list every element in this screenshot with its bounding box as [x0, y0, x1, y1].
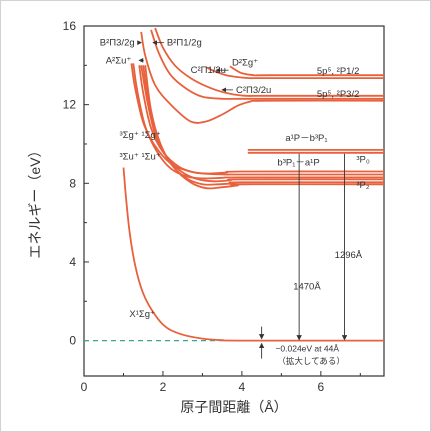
label-ground-note-sub: （拡大してある） [277, 356, 345, 366]
label-3Su-1Su: ³Σu⁺ ¹Σu⁺ [120, 152, 161, 163]
label-B-3-2g: B²Π3/2g [100, 38, 135, 49]
label-a1P-b3P1: a¹P－b³P₁ [285, 133, 327, 144]
x-tick-label: 6 [317, 380, 324, 394]
label-ground-note: −0.024eV at 44Å [275, 343, 339, 353]
plot-area-border [83, 25, 385, 377]
label-1470A: 1470Å [293, 281, 321, 292]
label-3P2: ³P₂ [356, 180, 370, 191]
label-A-u-: A²Σu⁺ [106, 55, 132, 66]
label-X1Sg: X¹Σg⁺ [129, 309, 155, 320]
label-5p5-2P3-2: 5p⁵, ²P3/2 [317, 89, 360, 100]
x-tick-label: 2 [160, 380, 167, 394]
label-C-3-2u: C²Π3/2u [236, 85, 271, 96]
curve-B-3-2g [140, 31, 385, 124]
curve--u- [138, 65, 385, 175]
y-tick-label: 4 [69, 255, 76, 269]
label-3Sg-1Sg: ³Σg⁺ ¹Σg⁺ [120, 130, 161, 141]
y-tick-label: 0 [69, 334, 76, 348]
label-3P0: ³P₀ [356, 155, 370, 166]
label-b3P1-a1P: b³P₁－a¹P [277, 158, 319, 169]
label-D-g-: D²Σg⁺ [232, 57, 258, 68]
label-1296A: 1296Å [335, 250, 363, 261]
x-axis-label: 原子間距離（Å） [180, 399, 287, 415]
label-B-1-2g: B²Π1/2g [167, 38, 202, 49]
y-tick-label: 12 [63, 98, 77, 112]
curve-B-1-2g [150, 29, 384, 100]
curve-C-1-2u [206, 66, 384, 80]
y-tick-label: 8 [69, 176, 76, 190]
label-C-1-2u: C²Π1/2u [191, 65, 226, 76]
curve--g- [140, 65, 385, 183]
x-tick-label: 0 [81, 380, 88, 394]
x-tick-label: 4 [239, 380, 246, 394]
curve-C-3-2u [154, 27, 384, 97]
curve-D-g- [229, 65, 384, 77]
y-axis-label: エネルギー（eV） [27, 143, 43, 258]
curve-X-g- [122, 167, 385, 342]
label-5p5-2P1-2: 5p⁵, ²P1/2 [317, 66, 360, 77]
curve--u- [144, 65, 385, 190]
y-tick-label: 16 [63, 19, 77, 33]
